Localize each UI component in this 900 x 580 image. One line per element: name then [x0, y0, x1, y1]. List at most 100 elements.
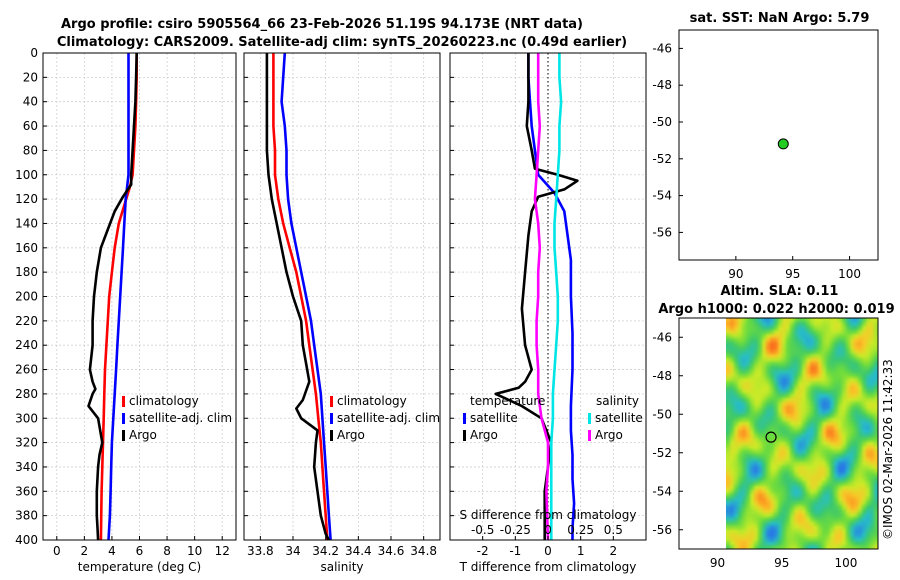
legend-swatch-climatology: [330, 396, 333, 407]
depth-tick-label: 200: [15, 290, 38, 304]
legend-swatch-t-satellite: [463, 413, 466, 424]
secondary-x-tick-label: 0.25: [567, 523, 594, 537]
x-tick-label: 8: [163, 544, 171, 558]
x-axis-label: temperature (deg C): [78, 560, 201, 574]
legend-s-argo: Argo: [595, 428, 623, 442]
x-tick-label: 90: [728, 267, 743, 281]
depth-tick-label: 260: [15, 363, 38, 377]
x-tick-label: 0: [53, 544, 61, 558]
figure-title-line2: Climatology: CARS2009. Satellite-adj cli…: [57, 35, 627, 50]
secondary-x-axis-label: S difference from climatology: [460, 508, 637, 522]
x-tick-label: 10: [187, 544, 202, 558]
y-tick-label: -48: [652, 78, 672, 92]
depth-tick-label: 100: [15, 168, 38, 182]
salinity-panel: 33.8 34 34.2 34.4 34.6 34.8 salinity: [243, 52, 441, 574]
secondary-x-tick-label: 0.5: [604, 523, 623, 537]
depth-tick-label: 400: [15, 533, 38, 547]
difference-panel: -2 -1 0 1 2 T difference from climatology S di…: [449, 52, 647, 574]
series-line-salinity-argo: [533, 53, 550, 541]
legend-swatch-satellite: [330, 413, 333, 424]
y-tick-label: -52: [652, 152, 672, 166]
legend-argo: Argo: [129, 428, 157, 442]
series-line-climatology: [99, 53, 138, 541]
depth-tick-label: 360: [15, 484, 38, 498]
x-tick-label: 90: [710, 556, 725, 570]
depth-tick-label: 0: [30, 46, 38, 60]
series-line-argo: [265, 53, 331, 541]
axes-frame: [678, 29, 879, 261]
sla-map-panel: Altim. SLA: 0.11 Argo h1000: 0.022 h2000:…: [652, 284, 894, 570]
y-tick-label: -50: [652, 407, 672, 421]
depth-tick-label: 220: [15, 314, 38, 328]
depth-tick-label: 60: [23, 119, 38, 133]
sst-map-panel: sat. SST: NaN Argo: 5.79 -46 -48 -50 -52 -54 -…: [652, 11, 879, 281]
y-tick-label: -46: [652, 330, 672, 344]
series-line-satellite-adj-clim: [107, 53, 130, 541]
legend-s-satellite: satellite: [595, 411, 643, 425]
depth-tick-label: 80: [23, 143, 38, 157]
legend-climatology: climatology: [337, 394, 407, 408]
y-tick-label: -52: [652, 446, 672, 460]
series-line-temperature-satellite: [527, 53, 576, 540]
x-tick-label: 2: [81, 544, 89, 558]
depth-tick-label: 140: [15, 216, 38, 230]
x-tick-label: 4: [108, 544, 116, 558]
series-line-satellite-adj-clim: [280, 52, 332, 541]
x-tick-label: 100: [838, 267, 861, 281]
x-tick-label: 34.2: [312, 544, 339, 558]
depth-tick-label: 300: [15, 411, 38, 425]
legend-t-argo: Argo: [470, 428, 498, 442]
depth-tick-label: 40: [23, 95, 38, 109]
depth-tick-label: 20: [23, 70, 38, 84]
axes-frame: [678, 317, 879, 550]
x-tick-label: 1: [577, 544, 585, 558]
legend-temperature-heading: temperature: [470, 394, 545, 408]
depth-axis: 0 20 40 60 80 100 120 140 160 180 200 220 240 260 280 3…: [15, 46, 38, 547]
x-tick-label: 95: [785, 267, 800, 281]
imos-timestamp: ©IMOS 02-Mar-2026 11:42:33: [881, 359, 895, 540]
series-line-climatology: [272, 53, 329, 541]
legend-satellite-adj: satellite-adj. clim: [337, 411, 440, 425]
x-tick-label: 0: [544, 544, 552, 558]
legend-swatch-argo: [122, 430, 125, 441]
y-tick-label: -50: [652, 115, 672, 129]
y-tick-label: -46: [652, 41, 672, 55]
y-tick-label: -48: [652, 369, 672, 383]
legend-swatch-satellite: [122, 413, 125, 424]
y-tick-label: -54: [652, 189, 672, 203]
x-tick-label: 12: [215, 544, 230, 558]
x-tick-label: 2: [610, 544, 618, 558]
sst-map-title: sat. SST: NaN Argo: 5.79: [690, 11, 870, 26]
depth-tick-label: 240: [15, 338, 38, 352]
legend-swatch-argo: [330, 430, 333, 441]
sla-heatmap: [726, 318, 878, 549]
secondary-x-tick-label: -0.25: [500, 523, 531, 537]
legend-swatch-s-satellite: [588, 413, 591, 424]
legend-swatch-climatology: [122, 396, 125, 407]
depth-tick-label: 180: [15, 265, 38, 279]
legend-swatch-s-argo: [588, 430, 591, 441]
x-tick-label: 34.8: [410, 544, 437, 558]
depth-tick-label: 340: [15, 460, 38, 474]
series-line-salinity-satellite: [549, 53, 563, 540]
x-tick-label: 100: [834, 556, 857, 570]
salinity-legend: climatology satellite-adj. clim Argo: [330, 394, 440, 442]
legend-climatology: climatology: [129, 394, 199, 408]
difference-legend: temperature satellite Argo salinity sate…: [463, 394, 643, 442]
legend-swatch-t-argo: [463, 430, 466, 441]
series-line-argo: [87, 52, 138, 541]
sla-map-title-line2: Argo h1000: 0.022 h2000: 0.019: [658, 302, 894, 317]
legend-satellite-adj: satellite-adj. clim: [129, 411, 232, 425]
x-tick-label: 34.4: [345, 544, 372, 558]
figure-title-line1: Argo profile: csiro 5905564_66 23-Feb-20…: [61, 17, 583, 32]
y-tick-label: -54: [652, 484, 672, 498]
temperature-panel: 0 2 4 6 8 10 12 temperature (deg C): [42, 52, 237, 574]
x-axis-label: T difference from climatology: [459, 560, 637, 574]
x-tick-label: 34.6: [378, 544, 405, 558]
x-tick-label: 95: [774, 556, 789, 570]
depth-tick-label: 120: [15, 192, 38, 206]
depth-tick-label: 280: [15, 387, 38, 401]
temperature-legend: climatology satellite-adj. clim Argo: [122, 394, 232, 442]
x-tick-label: -1: [509, 544, 521, 558]
